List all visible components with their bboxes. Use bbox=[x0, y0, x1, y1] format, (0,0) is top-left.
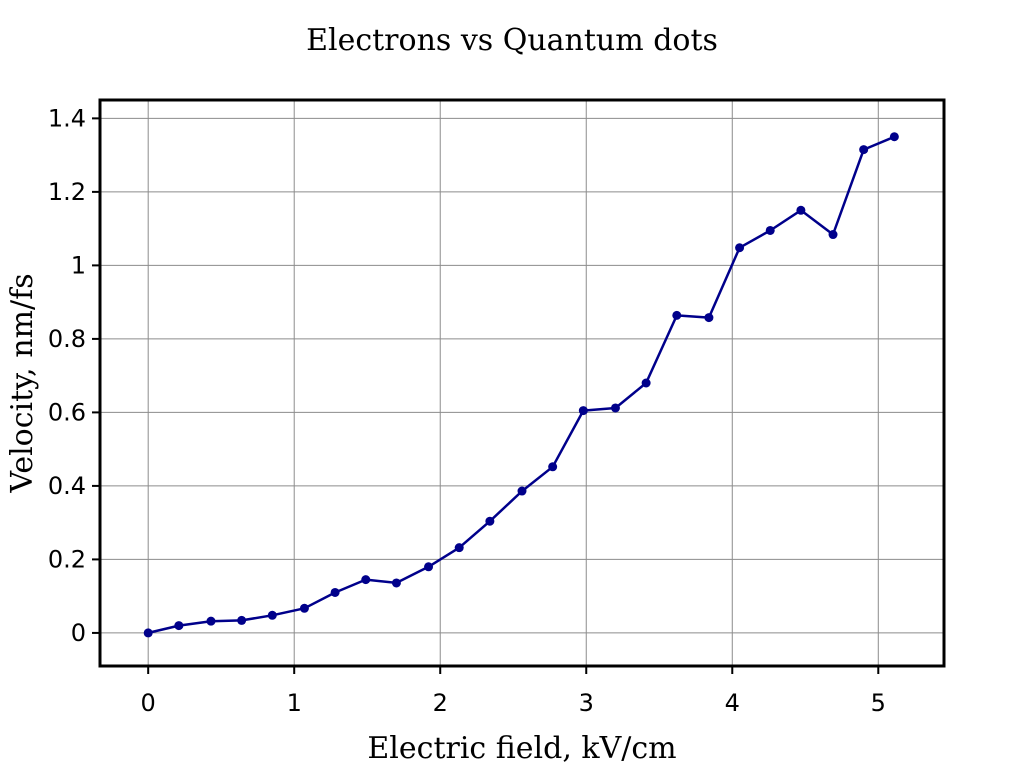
data-point bbox=[672, 310, 682, 320]
data-point bbox=[796, 205, 806, 215]
y-tick-label: 0.8 bbox=[48, 325, 86, 353]
series bbox=[143, 132, 899, 638]
y-tick-label: 0.4 bbox=[48, 472, 86, 500]
y-axis-label: Velocity, nm/fs bbox=[5, 273, 40, 493]
data-point bbox=[206, 616, 216, 626]
data-point bbox=[454, 543, 464, 553]
x-tick-label: 1 bbox=[287, 689, 302, 717]
data-point bbox=[237, 615, 247, 625]
data-point bbox=[330, 587, 340, 597]
data-point bbox=[641, 378, 651, 388]
x-axis-ticks: 0 1 2 3 4 5 bbox=[141, 666, 886, 717]
data-point bbox=[143, 628, 153, 638]
data-point bbox=[174, 621, 184, 631]
data-point bbox=[485, 516, 495, 526]
data-point bbox=[765, 225, 775, 235]
x-axis-label: Electric field, kV/cm bbox=[367, 731, 676, 766]
data-point bbox=[299, 603, 309, 613]
y-tick-label: 1.4 bbox=[48, 104, 86, 132]
y-axis-ticks: 0 0.2 0.4 0.6 0.8 1 1.2 1.4 bbox=[48, 104, 100, 647]
x-tick-label: 5 bbox=[871, 689, 886, 717]
y-tick-label: 0.2 bbox=[48, 545, 86, 573]
data-point bbox=[889, 132, 899, 142]
data-point bbox=[578, 406, 588, 416]
plot-frame bbox=[98, 98, 946, 668]
x-tick-label: 3 bbox=[579, 689, 594, 717]
y-tick-label: 1 bbox=[71, 251, 86, 279]
data-point bbox=[361, 575, 371, 585]
grid bbox=[100, 100, 944, 666]
data-point bbox=[828, 230, 838, 240]
data-point bbox=[735, 243, 745, 253]
y-tick-label: 1.2 bbox=[48, 178, 86, 206]
data-point bbox=[517, 486, 527, 496]
data-point bbox=[704, 313, 714, 323]
chart-title: Electrons vs Quantum dots bbox=[306, 23, 718, 58]
series-line bbox=[147, 135, 895, 635]
data-point bbox=[267, 610, 277, 620]
data-point bbox=[859, 145, 869, 155]
data-point bbox=[610, 403, 620, 413]
x-tick-label: 4 bbox=[725, 689, 740, 717]
data-point bbox=[391, 578, 401, 588]
x-tick-label: 0 bbox=[141, 689, 156, 717]
y-tick-label: 0 bbox=[71, 619, 86, 647]
y-tick-label: 0.6 bbox=[48, 398, 86, 426]
x-tick-label: 2 bbox=[433, 689, 448, 717]
data-point bbox=[424, 562, 434, 572]
data-point bbox=[548, 462, 558, 472]
